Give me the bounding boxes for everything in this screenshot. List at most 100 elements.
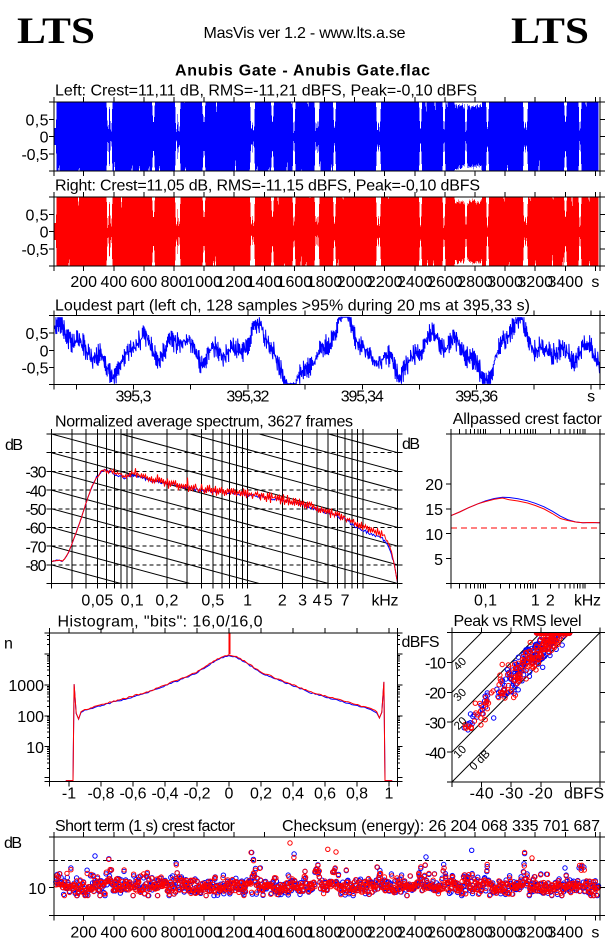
- svg-text:dB: dB: [4, 835, 22, 852]
- svg-text:-0,5: -0,5: [22, 361, 49, 378]
- svg-text:15: 15: [425, 502, 443, 519]
- svg-text:Histogram, "bits": 16,0/16,0: Histogram, "bits": 16,0/16,0: [58, 614, 263, 631]
- svg-text:3400: 3400: [548, 925, 584, 942]
- svg-text:-20: -20: [529, 785, 553, 802]
- svg-text:Left: Crest=11,11 dB, RMS=-11,: Left: Crest=11,11 dB, RMS=-11,21 dBFS, P…: [55, 83, 477, 100]
- svg-text:dB: dB: [5, 437, 23, 454]
- svg-text:3000: 3000: [487, 274, 523, 291]
- svg-text:1000: 1000: [186, 274, 222, 291]
- svg-text:s: s: [591, 274, 599, 291]
- svg-text:-80: -80: [26, 558, 47, 575]
- svg-text:n: n: [4, 636, 13, 653]
- svg-text:800: 800: [161, 274, 188, 291]
- svg-text:1: 1: [531, 593, 540, 610]
- svg-text:400: 400: [100, 274, 127, 291]
- svg-text:1400: 1400: [247, 274, 283, 291]
- svg-text:-10: -10: [425, 656, 446, 673]
- svg-text:2600: 2600: [427, 274, 463, 291]
- svg-text:395,36: 395,36: [455, 389, 498, 406]
- svg-text:-0,2: -0,2: [184, 785, 211, 802]
- svg-text:0,2: 0,2: [155, 593, 178, 610]
- svg-text:0: 0: [40, 130, 49, 147]
- svg-text:Right: Crest=11,05 dB, RMS=-11: Right: Crest=11,05 dB, RMS=-11,15 dBFS, …: [55, 178, 480, 195]
- svg-text:200: 200: [70, 274, 97, 291]
- svg-text:1800: 1800: [307, 925, 343, 942]
- svg-text:LTS: LTS: [511, 11, 589, 52]
- svg-text:2800: 2800: [457, 274, 493, 291]
- svg-text:2200: 2200: [367, 925, 403, 942]
- svg-text:-40: -40: [470, 785, 494, 802]
- svg-text:kHz: kHz: [574, 593, 601, 610]
- svg-text:2400: 2400: [397, 925, 433, 942]
- svg-text:395,3: 395,3: [116, 389, 152, 406]
- svg-text:1600: 1600: [277, 274, 313, 291]
- svg-text:Loudest part (left ch, 128 sa: Loudest part (left ch, 128 samples >95% …: [55, 298, 530, 315]
- svg-text:10: 10: [26, 740, 44, 757]
- svg-text:dBFS: dBFS: [564, 785, 604, 802]
- svg-text:-30: -30: [425, 715, 446, 732]
- svg-text:-1: -1: [62, 785, 76, 802]
- svg-text:0,5: 0,5: [26, 113, 49, 130]
- svg-text:1200: 1200: [216, 925, 252, 942]
- svg-text:20: 20: [425, 477, 443, 494]
- svg-text:-60: -60: [26, 521, 47, 538]
- svg-text:1600: 1600: [277, 925, 313, 942]
- svg-text:Allpassed crest factor: Allpassed crest factor: [453, 411, 603, 428]
- svg-text:7: 7: [341, 593, 350, 610]
- svg-text:1800: 1800: [307, 274, 343, 291]
- svg-text:kHz: kHz: [372, 593, 399, 610]
- svg-text:2000: 2000: [337, 274, 373, 291]
- svg-text:0,1: 0,1: [474, 593, 497, 610]
- svg-text:1: 1: [385, 785, 394, 802]
- svg-text:-30: -30: [499, 785, 523, 802]
- svg-text:LTS: LTS: [17, 11, 95, 52]
- svg-text:-50: -50: [26, 502, 47, 519]
- svg-text:MasVis ver 1.2 - www.lts.a.se: MasVis ver 1.2 - www.lts.a.se: [204, 25, 406, 42]
- svg-text:3200: 3200: [517, 274, 553, 291]
- svg-text:5: 5: [434, 552, 443, 569]
- svg-text:0,4: 0,4: [282, 785, 304, 802]
- svg-text:0,05: 0,05: [81, 593, 113, 610]
- svg-text:-40: -40: [26, 483, 47, 500]
- svg-text:dB: dB: [402, 436, 420, 453]
- svg-text:2: 2: [546, 593, 555, 610]
- svg-text:-40: -40: [425, 745, 446, 762]
- svg-text:0,5: 0,5: [26, 208, 49, 225]
- svg-text:0,1: 0,1: [121, 593, 144, 610]
- svg-text:100: 100: [17, 709, 44, 726]
- svg-text:0: 0: [40, 225, 49, 242]
- svg-text:4: 4: [313, 593, 322, 610]
- svg-text:-0,8: -0,8: [88, 785, 115, 802]
- svg-text:3000: 3000: [487, 925, 523, 942]
- svg-text:1: 1: [243, 593, 252, 610]
- svg-text:3400: 3400: [548, 274, 584, 291]
- svg-text:0,6: 0,6: [314, 785, 336, 802]
- svg-text:1000: 1000: [8, 678, 44, 695]
- svg-text:600: 600: [131, 274, 158, 291]
- svg-text:1200: 1200: [216, 274, 252, 291]
- svg-text:800: 800: [161, 925, 188, 942]
- svg-text:395,34: 395,34: [341, 389, 384, 406]
- svg-text:dBFS: dBFS: [402, 634, 440, 651]
- svg-text:3: 3: [298, 593, 307, 610]
- svg-text:10: 10: [425, 527, 443, 544]
- svg-text:395,32: 395,32: [226, 389, 269, 406]
- svg-text:-0,4: -0,4: [152, 785, 179, 802]
- svg-text:1400: 1400: [247, 925, 283, 942]
- svg-text:0,2: 0,2: [250, 785, 272, 802]
- svg-text:1000: 1000: [186, 925, 222, 942]
- svg-text:0,8: 0,8: [346, 785, 368, 802]
- svg-text:3200: 3200: [517, 925, 553, 942]
- svg-text:2600: 2600: [427, 925, 463, 942]
- svg-text:2: 2: [278, 593, 287, 610]
- svg-text:Anubis Gate - Anubis Gate.flac: Anubis Gate - Anubis Gate.flac: [175, 63, 430, 80]
- svg-text:400: 400: [100, 925, 127, 942]
- svg-text:2800: 2800: [457, 925, 493, 942]
- svg-text:2000: 2000: [337, 925, 373, 942]
- svg-text:0,5: 0,5: [26, 326, 49, 343]
- svg-text:2200: 2200: [367, 274, 403, 291]
- svg-text:-30: -30: [26, 465, 47, 482]
- svg-text:0: 0: [40, 344, 49, 361]
- svg-text:Normalized average spectrum, 3: Normalized average spectrum, 3627 frames: [55, 414, 353, 431]
- svg-text:200: 200: [70, 925, 97, 942]
